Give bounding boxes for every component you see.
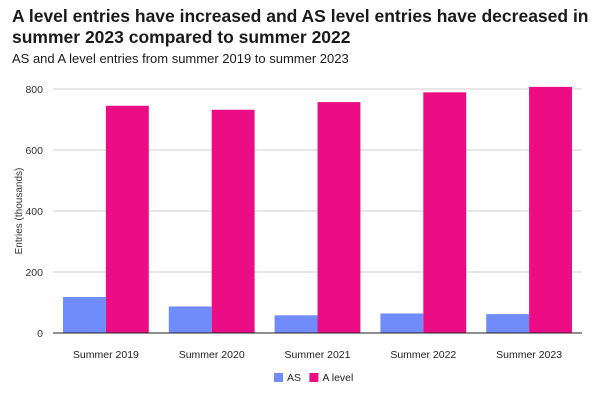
legend-swatch [309, 373, 319, 382]
bar-a-level [423, 92, 467, 333]
bar-a-level [105, 105, 149, 334]
chart-subtitle: AS and A level entries from summer 2019 … [12, 51, 349, 66]
bar-as [63, 297, 106, 333]
legend: AS A level [274, 372, 353, 384]
x-axis-ticks: Summer 2019 Summer 2020 Summer 2021 Summer … [73, 349, 562, 361]
x-tick-label: Summer 2022 [390, 349, 456, 361]
y-tick-label: 800 [25, 84, 43, 96]
bar-as [486, 314, 530, 333]
bar-as [168, 306, 212, 333]
legend-label: A level [322, 372, 353, 384]
y-axis-title: Entries (thousands) [14, 168, 25, 255]
x-tick-label: Summer 2019 [73, 349, 139, 361]
x-tick-label: Summer 2021 [285, 349, 351, 361]
bar-a-level [317, 102, 361, 334]
y-axis-ticks: 0 200 400 600 800 [25, 84, 43, 340]
bars [63, 86, 572, 334]
y-tick-label: 600 [25, 145, 43, 157]
y-tick-label: 200 [25, 267, 43, 279]
chart-title: A level entries have increased and AS le… [12, 6, 589, 47]
legend-label: AS [287, 372, 301, 384]
bar-as [380, 313, 424, 333]
x-tick-label: Summer 2020 [179, 349, 245, 361]
legend-swatch [274, 373, 283, 382]
bar-a-level [529, 86, 572, 334]
y-tick-label: 400 [25, 206, 43, 218]
bar-a-level [211, 109, 255, 334]
x-tick-label: Summer 2023 [496, 349, 562, 361]
bar-as [274, 315, 318, 333]
y-tick-label: 0 [37, 328, 43, 340]
